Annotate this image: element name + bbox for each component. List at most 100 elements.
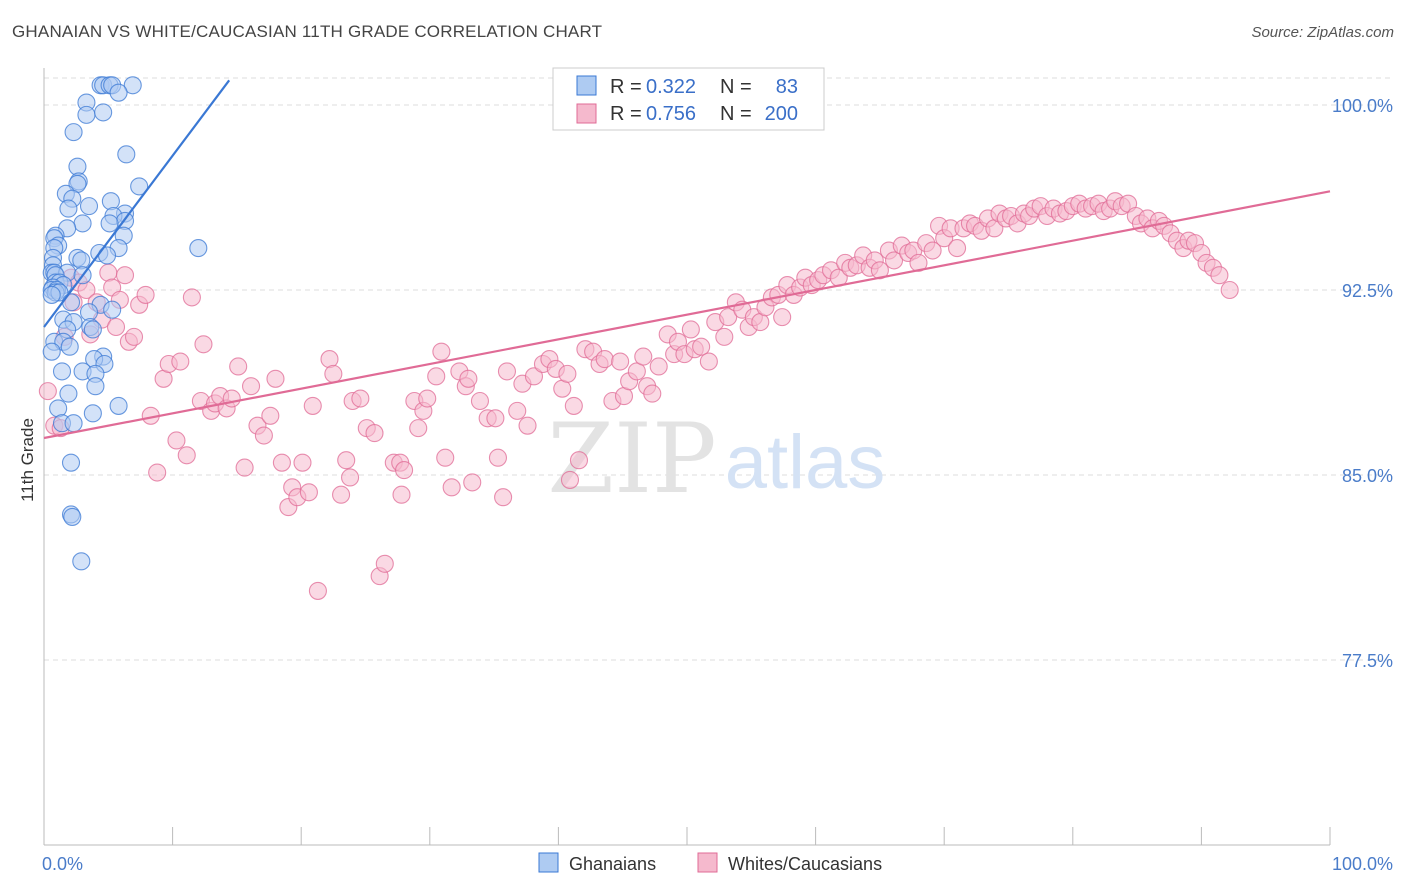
white-point-11	[99, 263, 118, 282]
white-point-71	[442, 478, 461, 497]
y-tick-label-0: 77.5%	[1342, 651, 1393, 671]
legend-bottom-swatch-ghanaians	[538, 852, 559, 873]
ghanaian-point-24	[100, 214, 119, 233]
white-point-84	[518, 416, 537, 435]
ghanaian-point-17	[101, 192, 120, 211]
ghanaian-point-69	[52, 362, 72, 381]
ghanaian-point-4	[123, 76, 142, 95]
legend-n-value-2: 200	[765, 103, 798, 125]
legend-n-value-1: 83	[776, 76, 798, 98]
legend-box	[552, 67, 825, 131]
ghanaian-point-61	[83, 320, 102, 339]
white-point-82	[508, 401, 527, 420]
legend-r-value-1: 0.322	[646, 76, 696, 98]
white-point-15	[115, 266, 135, 285]
legend-n-label-1: N =	[720, 76, 752, 98]
white-point-197	[1220, 280, 1239, 300]
white-point-143	[884, 251, 904, 270]
white-point-104	[643, 384, 662, 403]
legend-swatch-whites	[576, 103, 597, 124]
white-point-102	[634, 347, 653, 366]
white-point-48	[303, 396, 322, 415]
ghanaian-point-75	[109, 396, 128, 415]
white-point-113	[699, 352, 718, 371]
white-point-196	[1210, 266, 1229, 285]
ghanaian-point-8	[94, 103, 113, 122]
white-point-19	[136, 285, 155, 304]
white-point-39	[254, 426, 273, 445]
white-point-54	[341, 468, 360, 487]
white-point-112	[692, 337, 711, 356]
ghanaian-point-76	[83, 404, 102, 423]
whites-caucasians-points	[38, 192, 1239, 600]
source-label: Source: ZipAtlas.com	[1251, 24, 1394, 41]
white-point-26	[177, 446, 196, 465]
legend-r-label-1: R =	[610, 76, 642, 98]
white-point-90	[558, 364, 577, 383]
trend-lines	[43, 79, 1331, 440]
white-point-115	[715, 327, 734, 346]
white-point-74	[459, 369, 478, 388]
legend-bottom-label-ghanaians: Ghanaians	[569, 854, 656, 874]
white-point-81	[497, 362, 517, 381]
white-point-36	[235, 458, 254, 477]
chart-title: GHANAIAN VS WHITE/CAUCASIAN 11TH GRADE C…	[12, 22, 603, 41]
white-point-110	[681, 320, 700, 339]
y-tick-label-3: 100.0%	[1332, 96, 1393, 116]
white-point-70	[436, 448, 455, 467]
white-point-105	[649, 357, 668, 376]
ghanaians-points	[42, 76, 208, 571]
watermark-atlas: atlas	[725, 420, 886, 505]
white-point-91	[564, 396, 583, 415]
white-point-25	[171, 352, 190, 371]
watermark: ZIP atlas	[547, 403, 885, 515]
white-point-98	[611, 352, 630, 371]
ghanaian-point-10	[117, 145, 136, 164]
ghanaian-point-14	[130, 177, 149, 196]
white-point-96	[595, 350, 614, 369]
white-point-198	[392, 485, 411, 504]
white-point-29	[194, 335, 213, 354]
ghanaian-point-64	[60, 337, 79, 356]
white-point-149	[923, 241, 942, 260]
legend-bottom-label-whites: Whites/Caucasians	[728, 854, 882, 874]
white-point-60	[375, 554, 394, 573]
white-point-27	[182, 288, 201, 307]
white-point-125	[773, 308, 792, 327]
white-point-153	[948, 239, 967, 258]
ghanaian-point-53	[61, 293, 81, 312]
ghanaian-point-74	[49, 399, 68, 418]
x-tick-labels: 0.0% 100.0%	[42, 854, 1393, 874]
legend-series: Ghanaians Whites/Caucasians	[538, 852, 882, 874]
y-tick-label-1: 85.0%	[1342, 466, 1393, 486]
legend-n-label-2: N =	[720, 103, 752, 125]
ghanaian-point-65	[42, 342, 61, 361]
ghanaian-point-82	[72, 552, 91, 571]
y-tick-labels: 77.5% 85.0% 92.5% 100.0%	[1332, 96, 1393, 671]
white-point-65	[409, 419, 428, 438]
y-axis-title: 11th Grade	[18, 418, 37, 502]
white-point-40	[261, 406, 280, 425]
white-point-41	[266, 369, 285, 388]
white-point-51	[324, 364, 343, 383]
white-point-80	[494, 488, 513, 507]
white-point-17	[124, 327, 144, 346]
ghanaian-point-19	[59, 199, 78, 218]
legend-r-label-2: R =	[610, 103, 642, 125]
white-point-85	[524, 367, 544, 386]
white-point-58	[365, 424, 384, 443]
white-point-68	[427, 367, 446, 386]
white-point-35	[229, 357, 248, 376]
white-point-116	[719, 308, 738, 327]
ghanaian-point-7	[77, 105, 96, 124]
whites-trend-line	[43, 190, 1331, 440]
white-point-69	[432, 342, 451, 361]
ghanaian-point-55	[103, 300, 122, 319]
ghanaian-point-78	[64, 414, 83, 433]
white-point-37	[241, 377, 261, 396]
legend-stats: R = 0.322 N = 83 R = 0.756 N = 200	[552, 67, 825, 131]
y-tick-label-2: 92.5%	[1342, 281, 1393, 301]
ghanaian-point-52	[42, 285, 61, 304]
white-point-199	[560, 470, 580, 489]
white-point-42	[272, 453, 291, 472]
